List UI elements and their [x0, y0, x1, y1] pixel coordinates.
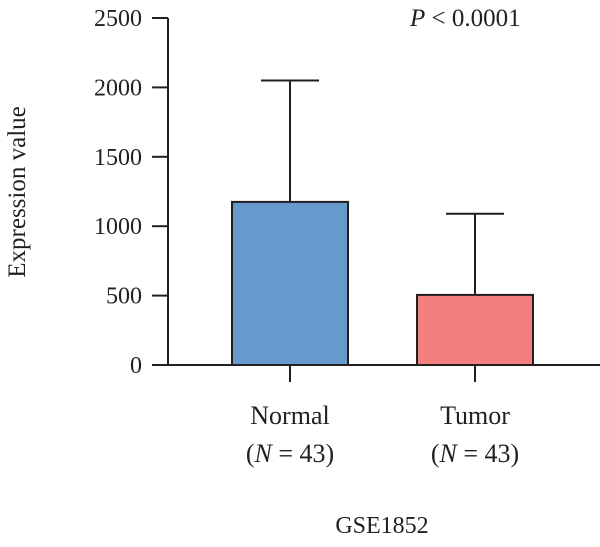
y-tick-label: 2500: [94, 6, 142, 32]
y-ticks: 0 500 1000 1500 2000 2500: [94, 6, 168, 379]
category-label-tumor: Tumor: [440, 401, 510, 430]
category-count-normal: (N = 43): [246, 439, 334, 468]
p-value-text: < 0.0001: [425, 5, 520, 32]
category-count-tumor: (N = 43): [431, 439, 519, 468]
y-tick-label: 2000: [94, 75, 142, 101]
y-axis-label: Expression value: [4, 106, 31, 277]
y-tick-label: 1000: [94, 214, 142, 240]
p-value-annotation: P < 0.0001: [409, 5, 521, 32]
bar-tumor: [416, 293, 534, 367]
bar-normal: [231, 200, 349, 366]
dataset-label: GSE1852: [335, 513, 428, 539]
p-value-symbol: P: [409, 5, 425, 32]
y-tick-label: 0: [130, 353, 142, 379]
error-bars: [261, 79, 504, 295]
category-labels: Normal (N = 43) Tumor (N = 43): [246, 365, 519, 468]
category-label-normal: Normal: [250, 401, 329, 430]
y-tick-label: 500: [106, 284, 142, 310]
bars: [231, 200, 534, 367]
y-tick-label: 1500: [94, 145, 142, 171]
